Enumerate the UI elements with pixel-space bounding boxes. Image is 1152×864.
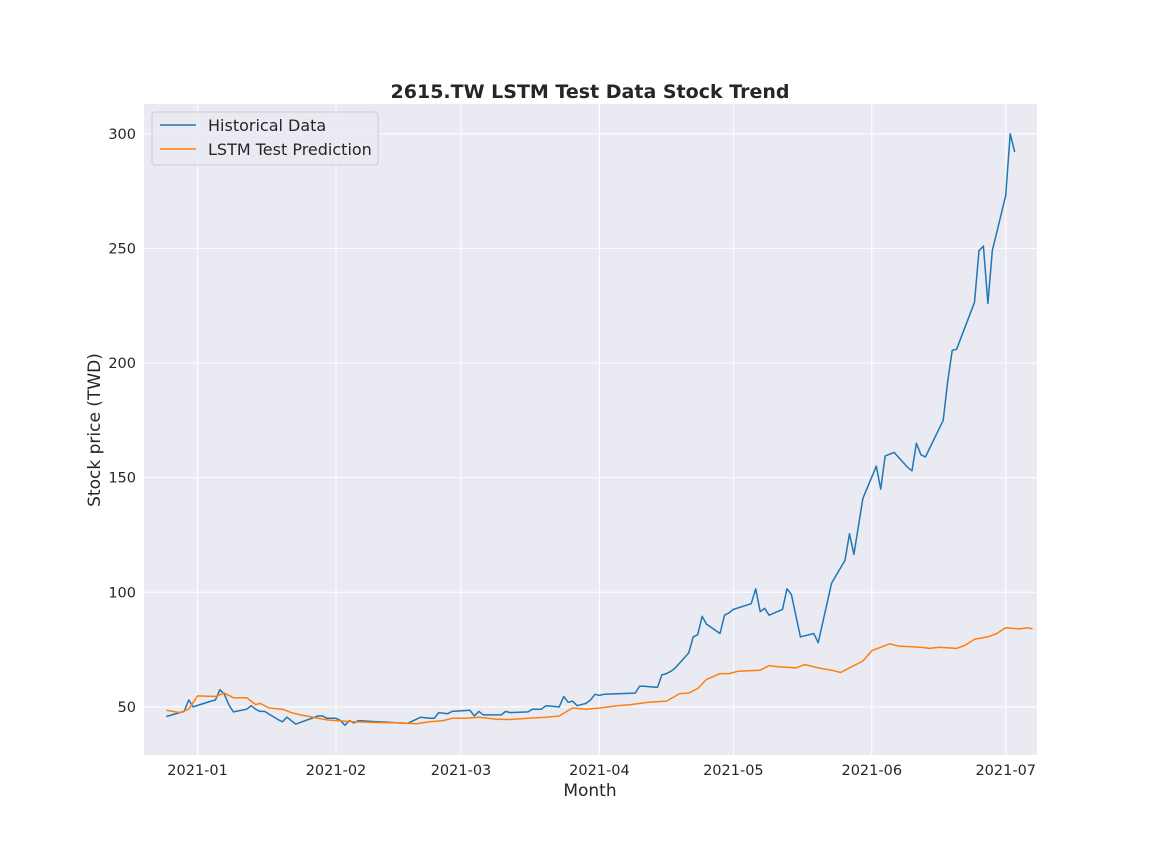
y-tick-labels: 50 100 150 200 250 300 [108, 127, 136, 716]
y-tick-label: 100 [108, 585, 136, 601]
plot-area [144, 104, 1037, 755]
y-tick-label: 250 [108, 241, 136, 257]
x-tick-label: 2021-01 [167, 763, 228, 779]
legend-label-historical: Historical Data [208, 116, 326, 135]
x-tick-labels: 2021-01 2021-02 2021-03 2021-04 2021-05 2021-… [167, 763, 1036, 779]
series-lines [166, 133, 1033, 726]
x-tick-label: 2021-04 [569, 763, 630, 779]
y-axis-label: Stock price (TWD) [85, 353, 105, 507]
y-tick-label: 200 [108, 356, 136, 372]
series-line-historical [166, 133, 1016, 726]
y-tick-label: 50 [118, 700, 136, 716]
legend-label-prediction: LSTM Test Prediction [208, 140, 372, 159]
x-gridlines [197, 104, 1007, 755]
y-tick-label: 150 [108, 471, 136, 487]
x-tick-label: 2021-06 [841, 763, 902, 779]
chart-title: 2615.TW LSTM Test Data Stock Trend [391, 81, 790, 103]
x-tick-label: 2021-05 [703, 763, 764, 779]
legend: Historical Data LSTM Test Prediction [151, 111, 379, 166]
x-tick-label: 2021-02 [306, 763, 367, 779]
y-tick-label: 300 [108, 127, 136, 143]
legend-box [151, 111, 379, 166]
series-line-prediction [166, 627, 1033, 725]
x-tick-label: 2021-03 [431, 763, 492, 779]
x-axis-label: Month [563, 781, 616, 801]
x-tick-label: 2021-07 [975, 763, 1036, 779]
